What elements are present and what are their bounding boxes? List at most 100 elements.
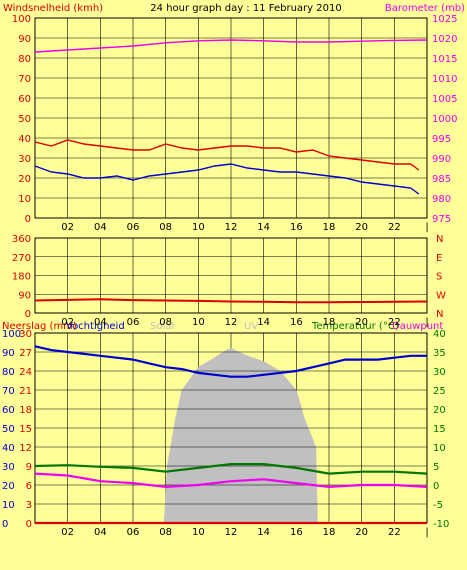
- y-tick-label-left-inner: 15: [19, 424, 32, 435]
- x-tick-label: 22: [388, 222, 401, 233]
- x-tick-label: |: [425, 317, 428, 328]
- y-tick-label-left: 90: [18, 290, 31, 301]
- x-tick-label: 20: [355, 222, 368, 233]
- x-tick-label: |: [425, 222, 428, 233]
- y-tick-label-right: 985: [432, 174, 451, 185]
- x-tick-label: 04: [94, 222, 107, 233]
- y-tick-label-left: 60: [18, 94, 31, 105]
- y-tick-label-right: 15: [433, 424, 446, 435]
- direction-label: S: [436, 272, 442, 283]
- y-tick-label-left: 10: [18, 194, 31, 205]
- x-tick-label: 16: [290, 222, 303, 233]
- y-tick-label-right: 995: [432, 134, 451, 145]
- y-tick-label-left-outer: 90: [2, 348, 15, 359]
- y-tick-label-right: 0: [433, 481, 439, 492]
- y-tick-label-left: 180: [12, 272, 31, 283]
- legend-label: Temperatuur (°C): [311, 321, 399, 332]
- y-tick-label-right: 1000: [432, 114, 457, 125]
- header-right-label: Barometer (mb): [385, 3, 465, 14]
- y-tick-label-left-inner: 3: [26, 500, 32, 511]
- y-tick-label-left: 20: [18, 174, 31, 185]
- y-tick-label-left: 80: [18, 54, 31, 65]
- y-tick-label-right: -10: [433, 519, 449, 530]
- legend-label: UV: [244, 321, 258, 332]
- y-tick-label-left-inner: 27: [19, 348, 32, 359]
- x-tick-label: 20: [355, 527, 368, 538]
- y-tick-label-left-inner: 12: [19, 443, 32, 454]
- y-tick-label-left-inner: 18: [19, 405, 32, 416]
- x-tick-label: 04: [94, 317, 107, 328]
- y-tick-label-left-inner: 6: [26, 481, 32, 492]
- y-tick-label-left-inner: 21: [19, 386, 32, 397]
- legend-label: Solar: [150, 321, 176, 332]
- x-tick-label: 22: [388, 527, 401, 538]
- x-tick-label: |: [425, 527, 428, 538]
- series-line-2: [34, 472, 428, 489]
- y-tick-label-right: 1020: [432, 34, 457, 45]
- direction-label: N: [436, 234, 443, 245]
- direction-label: N: [436, 309, 443, 320]
- y-tick-label-left-outer: 100: [2, 329, 21, 340]
- x-tick-label: 04: [94, 527, 107, 538]
- series-line-2: [34, 39, 428, 53]
- x-tick-label: 08: [159, 317, 172, 328]
- y-tick-label-left: 50: [18, 114, 31, 125]
- y-tick-label-left: 30: [18, 154, 31, 165]
- y-tick-label-left: 100: [12, 14, 31, 25]
- x-tick-label: 14: [257, 527, 270, 538]
- legend-label: Dauwpunt: [392, 321, 443, 332]
- header-left-label: Windsnelheid (kmh): [3, 3, 103, 14]
- chart-title: 24 hour graph day : 11 February 2010: [150, 3, 341, 14]
- y-tick-label-right: 990: [432, 154, 451, 165]
- y-tick-label-right: 980: [432, 194, 451, 205]
- x-tick-label: 18: [323, 317, 336, 328]
- y-tick-label-left: 360: [12, 234, 31, 245]
- y-tick-label-right: 1025: [432, 14, 457, 25]
- y-tick-label-left: 70: [18, 74, 31, 85]
- x-tick-label: 10: [192, 222, 205, 233]
- x-tick-label: 12: [225, 317, 238, 328]
- y-tick-label-right: 10: [433, 443, 446, 454]
- y-tick-label-right: 25: [433, 386, 446, 397]
- legend-label: Vochtigheid: [66, 321, 125, 332]
- y-tick-label-right: 1005: [432, 94, 457, 105]
- y-tick-label-left-outer: 30: [2, 462, 15, 473]
- y-tick-label-left-outer: 70: [2, 386, 15, 397]
- direction-label: E: [436, 253, 442, 264]
- x-tick-label: 02: [61, 317, 74, 328]
- y-tick-label-left: 270: [12, 253, 31, 264]
- legend-label: Neerslag (mm): [2, 321, 77, 332]
- x-tick-label: 22: [388, 317, 401, 328]
- x-tick-label: 10: [192, 317, 205, 328]
- y-tick-label-right: -5: [433, 500, 443, 511]
- y-tick-label-left-outer: 80: [2, 367, 15, 378]
- x-tick-label: 14: [257, 222, 270, 233]
- y-tick-label-right: 1015: [432, 54, 457, 65]
- x-tick-label: 02: [61, 527, 74, 538]
- y-tick-label-left-inner: 9: [26, 462, 32, 473]
- series-line-1: [34, 463, 428, 475]
- series-line-0: [34, 345, 427, 378]
- y-tick-label-left: 90: [18, 34, 31, 45]
- x-tick-label: 10: [192, 527, 205, 538]
- x-tick-label: 08: [159, 222, 172, 233]
- x-tick-label: 18: [323, 222, 336, 233]
- x-tick-label: 16: [290, 317, 303, 328]
- y-tick-label-right: 20: [433, 405, 446, 416]
- y-tick-label-left-outer: 40: [2, 443, 15, 454]
- y-tick-label-left-inner: 0: [26, 519, 32, 530]
- x-tick-label: 06: [127, 222, 140, 233]
- x-tick-label: 16: [290, 527, 303, 538]
- y-tick-label-right: 1010: [432, 74, 457, 85]
- series-line-1: [34, 163, 420, 195]
- x-tick-label: 08: [159, 527, 172, 538]
- y-tick-label-left-outer: 60: [2, 405, 15, 416]
- direction-label: W: [436, 290, 446, 301]
- direction-line: [34, 298, 428, 304]
- y-tick-label-right: 975: [432, 214, 451, 225]
- x-tick-label: 20: [355, 317, 368, 328]
- y-tick-label-right: 40: [433, 329, 446, 340]
- y-tick-label-left-outer: 10: [2, 500, 15, 511]
